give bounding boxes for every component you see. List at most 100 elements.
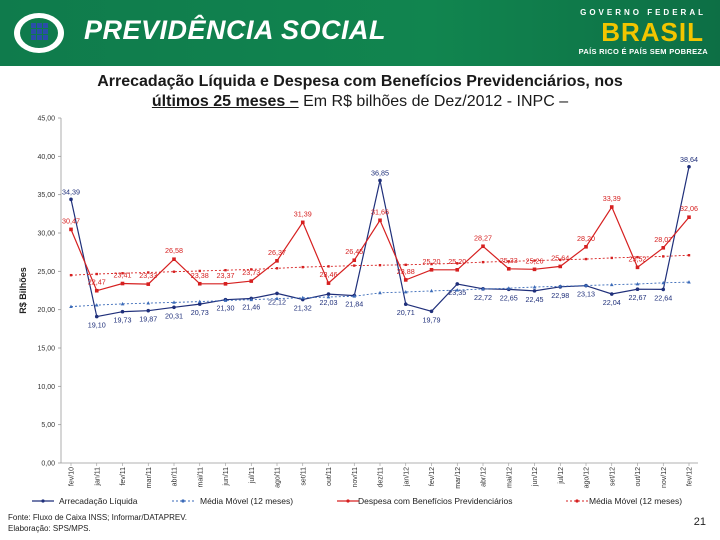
data-point [172, 305, 176, 310]
data-point [636, 255, 639, 259]
data-label: 23,88 [397, 267, 415, 276]
legend-label-2: Despesa com Benefícios Previdenciários [358, 496, 513, 506]
data-label: 25,20 [423, 257, 441, 266]
data-point [507, 260, 510, 263]
previdencia-logo-icon [14, 13, 64, 53]
x-tick-label: ago/12 [584, 467, 591, 489]
x-tick-label: jan/12 [403, 467, 410, 487]
series-line-1 [70, 281, 690, 308]
data-point [378, 264, 382, 267]
data-label: 30,47 [62, 216, 80, 225]
data-point [584, 245, 588, 249]
x-tick-label: jun/11 [223, 467, 230, 487]
page-header: PREVIDÊNCIA SOCIAL GOVERNO FEDERAL BRASI… [0, 0, 720, 66]
data-point [481, 260, 485, 264]
data-label: 34,39 [62, 187, 80, 196]
data-point [584, 283, 588, 287]
legend-marker-1 [181, 499, 185, 503]
data-point [224, 268, 227, 272]
data-point [558, 284, 563, 288]
data-point [300, 295, 305, 300]
data-point [584, 257, 588, 261]
x-tick-label: fev/11 [120, 467, 127, 486]
data-point [249, 297, 254, 302]
data-point [223, 282, 228, 286]
elaboration-text: Elaboração: SPS/MPS. [8, 524, 91, 533]
data-point [533, 259, 536, 262]
data-point [120, 301, 125, 306]
source-text: Fonte: Fluxo de Caixa INSS; Informar/DAT… [8, 513, 188, 522]
data-label: 28,27 [474, 233, 492, 242]
data-point [172, 300, 176, 304]
data-point [378, 178, 382, 183]
gov-federal-label: GOVERNO FEDERAL [580, 8, 706, 17]
data-point [326, 281, 331, 285]
data-label: 32,06 [680, 204, 698, 213]
data-point [661, 280, 666, 285]
data-label: 19,73 [114, 316, 132, 325]
chart-title-line1: Arrecadação Líquida e Despesa com Benefí… [97, 73, 623, 90]
data-label: 22,98 [551, 291, 569, 300]
data-point [662, 255, 665, 258]
data-point [609, 282, 614, 287]
data-point [378, 290, 382, 295]
y-tick-label: 5,00 [41, 422, 55, 429]
data-point [532, 267, 537, 272]
y-axis-label: R$ Bilhões [18, 267, 28, 314]
y-tick-label: 15,00 [37, 346, 55, 353]
data-point [455, 288, 460, 292]
legend-marker-0 [41, 499, 45, 503]
data-point [506, 267, 511, 271]
brand-title: PREVIDÊNCIA SOCIAL [84, 15, 387, 45]
x-tick-label: out/11 [326, 467, 333, 486]
data-point [197, 299, 202, 304]
y-tick-label: 40,00 [37, 154, 55, 161]
data-point [661, 287, 666, 292]
data-point [430, 262, 433, 266]
data-point [120, 309, 125, 314]
data-label: 22,64 [654, 293, 672, 302]
data-label: 23,35 [448, 288, 466, 297]
data-point [249, 279, 254, 283]
y-tick-label: 10,00 [37, 384, 55, 391]
data-point [506, 286, 511, 290]
x-tick-label: mar/11 [146, 467, 153, 488]
data-point [403, 278, 408, 282]
data-point [250, 268, 253, 271]
data-point [275, 259, 279, 263]
data-label: 31,39 [294, 209, 312, 218]
x-tick-label: fev/12 [687, 467, 694, 486]
data-label: 26,37 [268, 248, 286, 257]
footer-source: Fonte: Fluxo de Caixa INSS; Informar/DAT… [8, 512, 187, 534]
data-label: 23,46 [320, 270, 338, 279]
data-point [559, 258, 562, 262]
data-point [687, 164, 691, 169]
data-label: 19,10 [88, 321, 106, 330]
data-point [687, 254, 691, 257]
x-tick-label: nov/12 [661, 467, 668, 488]
data-point [635, 265, 640, 270]
x-tick-label: fev/12 [429, 467, 436, 486]
gov-brasil-logo: BRASIL [601, 17, 704, 47]
data-label: 36,85 [371, 168, 389, 177]
data-point [635, 281, 640, 286]
x-tick-label: out/12 [635, 467, 642, 487]
data-label: 21,46 [242, 302, 260, 311]
x-tick-label: jan/11 [94, 467, 101, 487]
data-label: 22,45 [526, 295, 544, 304]
data-point [69, 227, 73, 232]
data-point [481, 244, 485, 249]
data-point [352, 294, 357, 298]
data-point [532, 285, 537, 289]
x-tick-label: jul/11 [249, 467, 256, 484]
data-label: 23,38 [191, 271, 209, 280]
data-label: 26,45 [345, 247, 363, 256]
data-point [69, 197, 73, 202]
y-tick-label: 25,00 [37, 269, 55, 276]
data-label: 22,04 [603, 298, 621, 307]
data-label: 23,33 [139, 271, 157, 280]
data-label: 22,03 [320, 298, 338, 307]
data-label: 22,67 [629, 293, 647, 302]
x-tick-label: jun/12 [532, 467, 539, 487]
data-point [275, 267, 279, 270]
